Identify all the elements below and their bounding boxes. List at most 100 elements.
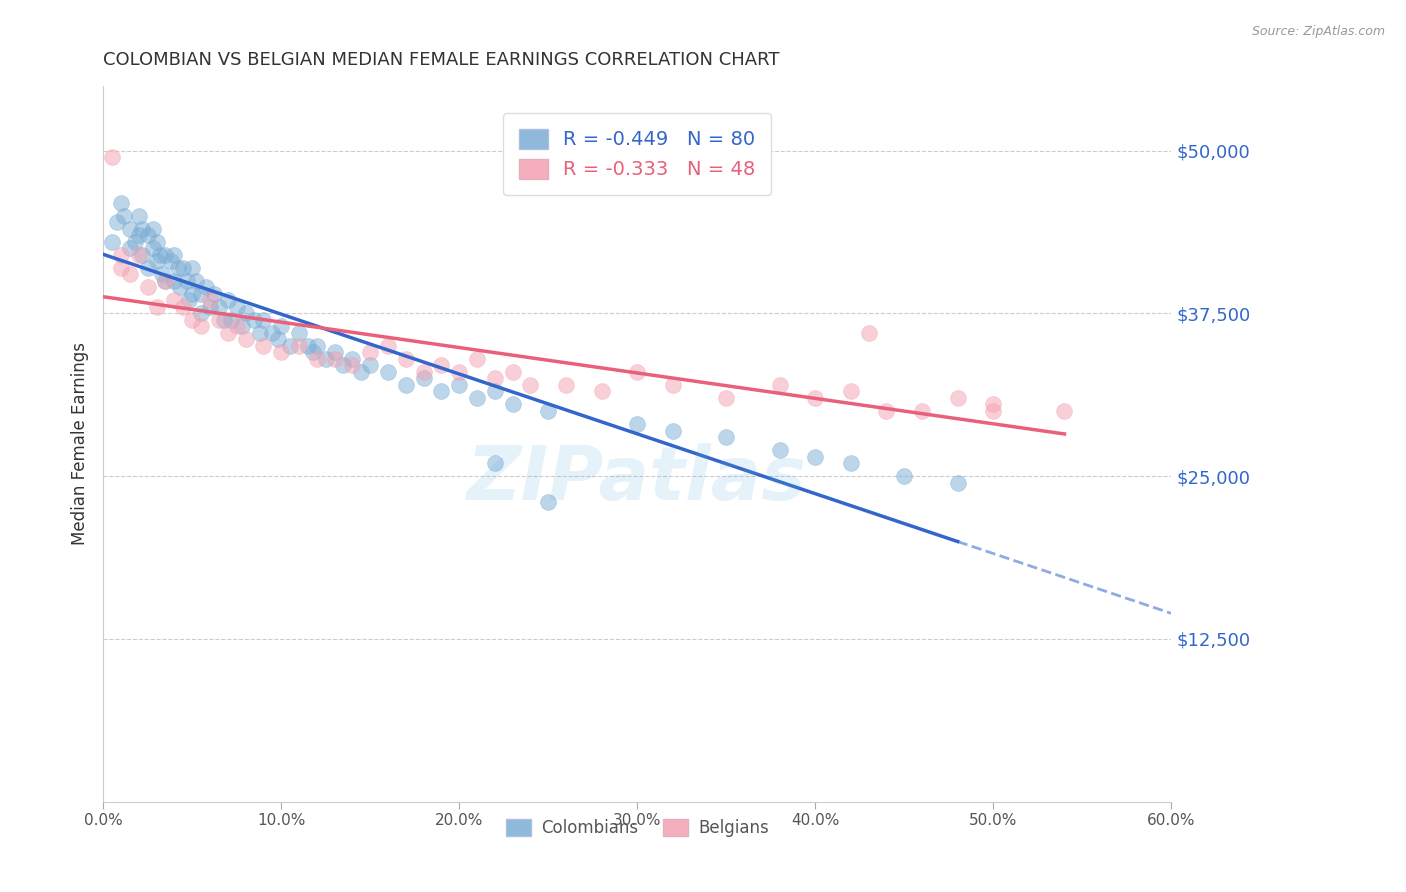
Point: [502, 365, 524, 379]
Point: [114, 209, 136, 223]
Point: [946, 391, 969, 405]
Point: [893, 469, 915, 483]
Point: [323, 345, 346, 359]
Point: [858, 326, 880, 340]
Point: [235, 306, 257, 320]
Text: COLOMBIAN VS BELGIAN MEDIAN FEMALE EARNINGS CORRELATION CHART: COLOMBIAN VS BELGIAN MEDIAN FEMALE EARNI…: [103, 51, 780, 69]
Point: [118, 221, 141, 235]
Point: [149, 248, 172, 262]
Point: [128, 228, 150, 243]
Point: [911, 404, 934, 418]
Point: [217, 326, 239, 340]
Point: [142, 221, 165, 235]
Point: [484, 371, 506, 385]
Point: [181, 260, 204, 275]
Point: [249, 326, 271, 340]
Point: [626, 417, 648, 431]
Point: [662, 378, 685, 392]
Point: [395, 351, 418, 366]
Point: [262, 326, 284, 340]
Point: [502, 397, 524, 411]
Point: [252, 339, 274, 353]
Point: [172, 300, 194, 314]
Point: [124, 235, 146, 249]
Point: [555, 378, 578, 392]
Point: [231, 319, 253, 334]
Point: [212, 313, 235, 327]
Point: [946, 475, 969, 490]
Point: [465, 351, 488, 366]
Point: [465, 391, 488, 405]
Point: [208, 313, 231, 327]
Point: [662, 424, 685, 438]
Point: [101, 150, 124, 164]
Point: [302, 345, 325, 359]
Point: [190, 286, 212, 301]
Point: [412, 371, 434, 385]
Point: [136, 280, 159, 294]
Point: [449, 378, 471, 392]
Point: [159, 254, 181, 268]
Point: [145, 235, 167, 249]
Point: [190, 306, 212, 320]
Point: [305, 351, 328, 366]
Point: [288, 326, 311, 340]
Point: [150, 268, 173, 282]
Point: [626, 365, 648, 379]
Point: [155, 248, 177, 262]
Point: [323, 351, 346, 366]
Point: [155, 274, 177, 288]
Point: [716, 391, 738, 405]
Point: [359, 345, 381, 359]
Point: [342, 351, 364, 366]
Point: [449, 365, 471, 379]
Point: [243, 313, 266, 327]
Point: [136, 260, 159, 275]
Point: [591, 384, 613, 399]
Point: [198, 300, 221, 314]
Point: [839, 384, 862, 399]
Point: [105, 215, 128, 229]
Point: [225, 319, 247, 334]
Point: [430, 384, 453, 399]
Point: [128, 248, 150, 262]
Point: [110, 248, 132, 262]
Point: [305, 339, 328, 353]
Point: [128, 209, 150, 223]
Point: [221, 313, 243, 327]
Point: [142, 241, 165, 255]
Point: [266, 332, 288, 346]
Point: [145, 254, 167, 268]
Point: [804, 450, 827, 464]
Point: [198, 293, 221, 308]
Point: [537, 495, 560, 509]
Point: [169, 280, 191, 294]
Point: [350, 365, 373, 379]
Point: [181, 313, 204, 327]
Point: [519, 378, 541, 392]
Point: [537, 404, 560, 418]
Point: [839, 456, 862, 470]
Point: [235, 332, 257, 346]
Point: [110, 260, 132, 275]
Point: [172, 260, 194, 275]
Point: [252, 313, 274, 327]
Point: [208, 300, 231, 314]
Point: [110, 195, 132, 210]
Point: [118, 241, 141, 255]
Point: [342, 359, 364, 373]
Point: [270, 345, 292, 359]
Legend: Colombians, Belgians: Colombians, Belgians: [499, 812, 775, 843]
Point: [377, 339, 399, 353]
Y-axis label: Median Female Earnings: Median Female Earnings: [72, 342, 89, 545]
Point: [190, 319, 212, 334]
Point: [118, 268, 141, 282]
Point: [278, 339, 301, 353]
Point: [875, 404, 897, 418]
Point: [225, 300, 247, 314]
Point: [288, 339, 311, 353]
Point: [195, 280, 218, 294]
Point: [155, 274, 177, 288]
Point: [131, 221, 153, 235]
Point: [1053, 404, 1076, 418]
